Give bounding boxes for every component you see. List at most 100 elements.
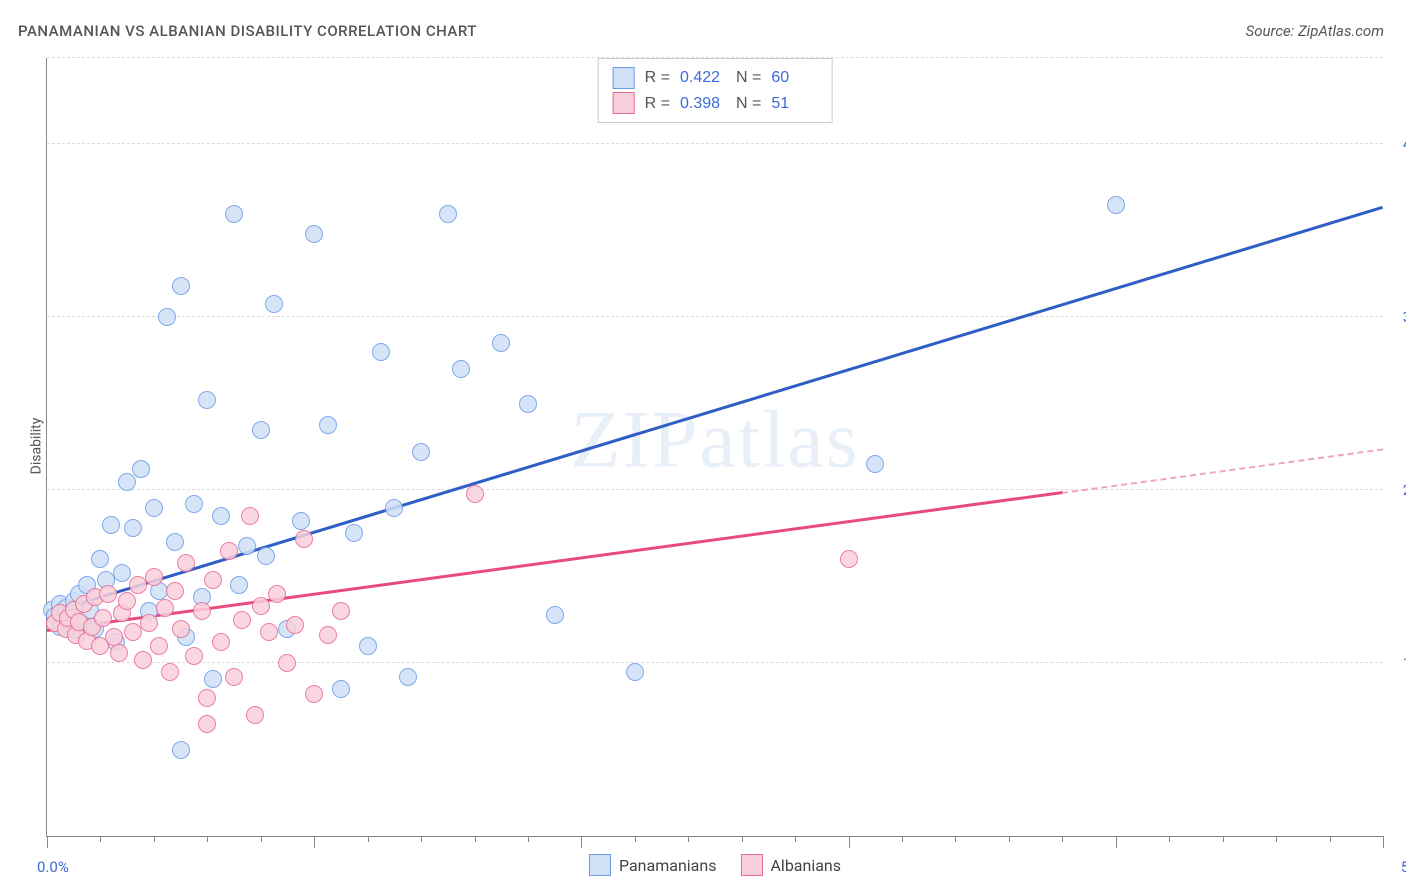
data-point [286, 616, 304, 634]
data-point [91, 550, 109, 568]
data-point [225, 668, 243, 686]
stat-label: N = [736, 91, 761, 117]
data-point [359, 637, 377, 655]
data-point [840, 550, 858, 568]
data-point [129, 576, 147, 594]
data-point [198, 689, 216, 707]
data-point [412, 443, 430, 461]
data-point [145, 499, 163, 517]
data-point [132, 460, 150, 478]
legend-label: Albanians [770, 856, 841, 875]
data-point [439, 205, 457, 223]
y-tick-label: 10.0% [1393, 654, 1406, 672]
data-point [626, 663, 644, 681]
data-point [158, 308, 176, 326]
x-tick-minor [528, 836, 529, 842]
data-point [345, 524, 363, 542]
data-point [166, 533, 184, 551]
data-point [519, 395, 537, 413]
data-point [145, 568, 163, 586]
data-point [265, 295, 283, 313]
data-point [140, 614, 158, 632]
y-tick-label: 40.0% [1393, 135, 1406, 153]
data-point [278, 654, 296, 672]
stat-value: 0.422 [680, 65, 726, 91]
data-point [233, 611, 251, 629]
data-point [124, 519, 142, 537]
x-tick-minor [1276, 836, 1277, 842]
data-point [241, 507, 259, 525]
legend-label: Panamanians [619, 856, 717, 875]
data-point [292, 512, 310, 530]
bottom-legend: Panamanians Albanians [589, 854, 841, 876]
swatch-icon [613, 67, 635, 89]
trend-line [1062, 448, 1383, 494]
x-tick-minor [1330, 836, 1331, 842]
x-tick-minor [795, 836, 796, 842]
stat-label: R = [645, 65, 670, 91]
data-point [546, 606, 564, 624]
data-point [399, 668, 417, 686]
gridline [47, 143, 1383, 144]
x-tick-minor [100, 836, 101, 842]
x-tick-minor [955, 836, 956, 842]
x-tick-minor [635, 836, 636, 842]
data-point [99, 585, 117, 603]
data-point [866, 455, 884, 473]
gridline [47, 57, 1383, 58]
data-point [150, 637, 168, 655]
data-point [166, 582, 184, 600]
x-tick-minor [368, 836, 369, 842]
data-point [220, 542, 238, 560]
data-point [372, 343, 390, 361]
plot-area: ZIPatlas R = 0.422 N = 60 R = 0.398 N = … [46, 58, 1383, 837]
data-point [332, 680, 350, 698]
data-point [452, 360, 470, 378]
data-point [156, 599, 174, 617]
data-point [172, 620, 190, 638]
data-point [466, 485, 484, 503]
data-point [260, 623, 278, 641]
x-tick-minor [688, 836, 689, 842]
stat-label: R = [645, 91, 670, 117]
x-tick-minor [1169, 836, 1170, 842]
data-point [1107, 196, 1125, 214]
data-point [268, 585, 286, 603]
x-tick-minor [207, 836, 208, 842]
data-point [295, 530, 313, 548]
data-point [198, 715, 216, 733]
x-axis-max-label: 50.0% [1401, 858, 1406, 876]
data-point [161, 663, 179, 681]
chart-title: PANAMANIAN VS ALBANIAN DISABILITY CORREL… [18, 22, 477, 40]
y-axis-label: Disability [28, 418, 44, 475]
x-tick [1116, 836, 1117, 848]
x-tick [849, 836, 850, 848]
x-tick-minor [1223, 836, 1224, 842]
data-point [492, 334, 510, 352]
x-tick-minor [475, 836, 476, 842]
data-point [185, 495, 203, 513]
y-tick-label: 20.0% [1393, 481, 1406, 499]
x-tick-minor [902, 836, 903, 842]
data-point [110, 644, 128, 662]
data-point [230, 576, 248, 594]
data-point [252, 421, 270, 439]
x-tick-minor [154, 836, 155, 842]
x-tick [314, 836, 315, 848]
data-point [204, 571, 222, 589]
swatch-icon [613, 92, 635, 114]
data-point [246, 706, 264, 724]
data-point [118, 592, 136, 610]
data-point [177, 554, 195, 572]
data-point [212, 633, 230, 651]
data-point [305, 225, 323, 243]
data-point [102, 516, 120, 534]
data-point [212, 507, 230, 525]
data-point [94, 609, 112, 627]
data-point [113, 564, 131, 582]
data-point [193, 602, 211, 620]
data-point [198, 391, 216, 409]
stat-value: 0.398 [680, 91, 726, 117]
data-point [172, 741, 190, 759]
data-point [385, 499, 403, 517]
